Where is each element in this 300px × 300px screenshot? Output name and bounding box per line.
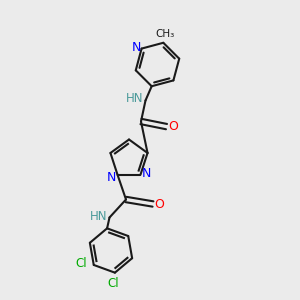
Text: N: N — [107, 171, 116, 184]
Text: N: N — [131, 40, 141, 54]
Text: Cl: Cl — [75, 257, 87, 270]
Text: N: N — [142, 167, 151, 180]
Text: HN: HN — [126, 92, 144, 106]
Text: O: O — [155, 197, 164, 211]
Text: Cl: Cl — [108, 277, 119, 290]
Text: O: O — [168, 120, 178, 133]
Text: HN: HN — [90, 209, 108, 223]
Text: CH₃: CH₃ — [155, 29, 174, 39]
